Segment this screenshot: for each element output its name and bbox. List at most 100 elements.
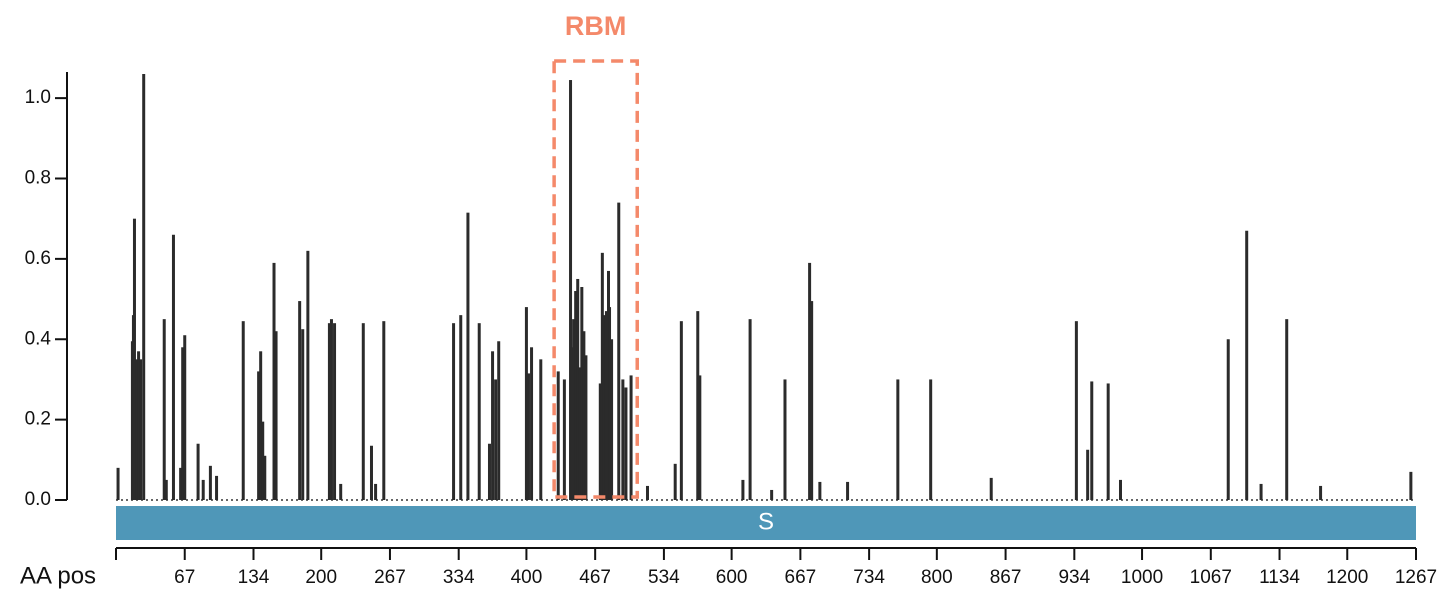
y-tick-label: 0.2 [25,409,51,430]
bar [539,359,543,500]
bar [629,375,633,500]
x-tick-label: 400 [511,567,543,588]
bar [196,443,200,500]
bar [301,329,305,500]
bar [162,319,166,500]
x-tick-label: 334 [443,567,475,588]
domain-bar [116,506,1416,540]
bar [274,331,278,500]
bar [526,373,530,500]
bar [600,252,604,500]
x-tick-label: 800 [921,567,953,588]
bar [576,278,580,500]
x-tick-label: 1267 [1395,567,1437,588]
bar [1409,471,1413,500]
bar [491,351,495,500]
bar [598,383,602,500]
bar [578,367,582,500]
x-tick-label: 134 [238,567,270,588]
x-tick-label: 667 [785,567,817,588]
x-tick-label: 1067 [1190,567,1232,588]
bar [562,379,566,500]
bar [329,319,333,500]
bar [580,287,584,500]
bar [810,301,814,500]
bar [602,315,606,500]
bar [574,291,578,500]
bar [696,311,700,500]
bar [215,475,219,500]
bar [459,315,463,500]
bar [1086,449,1090,500]
bar [257,371,261,500]
bar [139,359,143,500]
bar [989,477,993,500]
bar [572,319,576,500]
region-label: RBM [565,11,627,41]
bar [698,375,702,500]
bar [896,379,900,500]
bar [135,359,139,500]
bar [570,347,574,500]
x-tick-label: 534 [648,567,680,588]
bar [369,445,373,500]
bar [556,371,560,500]
bar [846,481,850,500]
x-tick-label: 934 [1058,567,1090,588]
bar [333,323,337,500]
bar [610,339,614,500]
bar [624,387,628,500]
bar [487,443,491,500]
region-box [552,59,639,499]
bar [608,307,612,500]
bar [1259,483,1263,500]
bar [1118,479,1122,500]
bar [164,479,168,500]
bar [181,347,185,500]
bar [617,202,621,500]
bar [477,323,481,500]
x-tick-label: 67 [174,567,195,588]
x-tick-label: 734 [853,567,885,588]
bar [1285,319,1289,500]
bar [306,250,310,500]
bar [1245,230,1249,500]
bar [497,341,501,500]
bar [1074,321,1078,500]
y-tick-label: 0.6 [25,248,51,269]
bar [298,301,302,500]
bar [1106,383,1110,500]
bar [132,218,136,501]
bar [361,323,365,500]
bar [783,379,787,500]
bar [339,483,343,500]
bar [524,307,528,500]
bar [183,335,187,500]
x-tick-label: 1200 [1326,567,1368,588]
bar [748,319,752,500]
bar [263,455,267,500]
bar [261,421,265,500]
x-axis-label: AA pos [20,562,96,589]
bar [466,212,470,500]
domain-label: S [758,508,774,535]
bar [494,379,498,500]
bar [621,379,625,500]
bar [770,489,774,500]
bar [679,321,683,500]
bar [179,467,183,500]
bar [208,465,212,500]
bar [604,311,608,500]
bar [1090,381,1094,500]
bar [645,485,649,500]
x-tick-label: 267 [374,567,406,588]
x-tick-label: 867 [990,567,1022,588]
bar [530,347,534,500]
bar [382,321,386,500]
bar [584,355,588,500]
y-tick-label: 0.8 [25,168,51,189]
bar [272,262,276,500]
x-tick-label: 1000 [1121,567,1163,588]
bar [241,321,245,500]
x-tick-label: 200 [305,567,337,588]
